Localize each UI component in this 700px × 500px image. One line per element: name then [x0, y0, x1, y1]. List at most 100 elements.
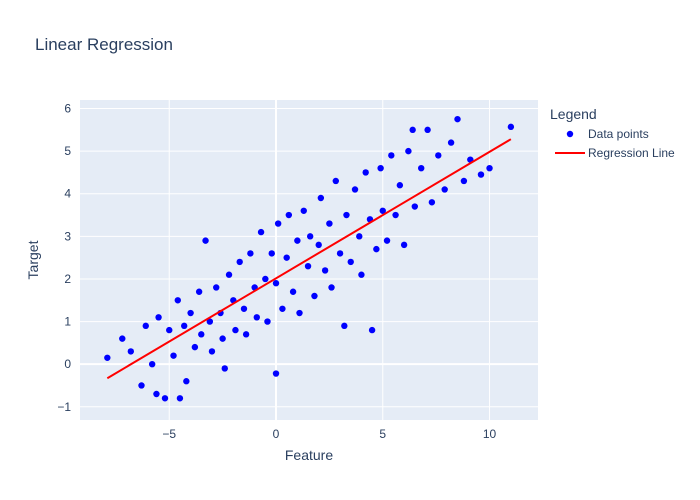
data-point: [341, 322, 348, 330]
data-point: [447, 139, 455, 146]
data-point: [240, 305, 248, 312]
data-point: [142, 322, 149, 330]
y-tick-label: 5: [64, 144, 71, 158]
data-point: [236, 258, 243, 266]
data-point: [400, 241, 408, 249]
data-point: [411, 203, 418, 210]
data-point: [379, 207, 386, 214]
data-point: [257, 228, 265, 236]
data-point: [191, 343, 199, 351]
data-point: [289, 288, 297, 295]
y-axis-title: Target: [25, 240, 41, 279]
data-point: [221, 365, 228, 372]
data-point: [477, 171, 485, 178]
data-point: [183, 378, 190, 385]
data-point: [358, 271, 365, 278]
data-point: [460, 177, 468, 185]
data-point: [347, 258, 354, 266]
data-point: [268, 250, 275, 257]
data-point: [373, 245, 380, 253]
data-point: [253, 314, 260, 321]
legend-title: Legend: [550, 106, 597, 122]
data-point: [377, 164, 384, 172]
data-point: [418, 164, 425, 172]
data-point: [294, 237, 301, 244]
data-point: [119, 335, 126, 342]
data-point: [180, 322, 188, 330]
data-point: [388, 152, 395, 159]
data-point: [332, 177, 339, 185]
data-point: [311, 292, 318, 300]
y-tick-label: 2: [64, 272, 71, 286]
data-point: [383, 237, 391, 244]
chart-title: Linear Regression: [35, 35, 173, 54]
data-point: [161, 395, 169, 402]
data-point: [213, 284, 220, 291]
data-point: [486, 164, 493, 172]
data-point: [232, 326, 239, 334]
data-point: [274, 220, 282, 227]
data-point: [148, 360, 156, 368]
legend-label: Regression Line: [588, 146, 675, 160]
data-point: [247, 250, 254, 257]
data-point: [174, 297, 181, 304]
data-point: [166, 326, 173, 334]
data-point: [272, 280, 280, 287]
data-point: [351, 186, 359, 193]
data-point: [321, 267, 329, 274]
plot-area: [80, 100, 538, 420]
data-point: [155, 314, 162, 321]
data-point: [392, 211, 399, 219]
data-point: [283, 254, 290, 261]
data-point: [336, 250, 344, 257]
data-point: [285, 211, 293, 219]
data-point: [272, 370, 280, 377]
data-point: [198, 331, 205, 338]
data-point: [356, 233, 363, 240]
data-point: [170, 352, 177, 359]
data-point: [304, 262, 312, 270]
data-point: [368, 326, 376, 334]
data-point: [317, 194, 325, 202]
data-point: [296, 309, 303, 317]
data-point: [343, 211, 350, 219]
data-point: [428, 199, 436, 206]
y-tick-label: 1: [64, 315, 71, 329]
data-point: [264, 318, 271, 325]
x-tick-label: 10: [483, 427, 497, 441]
data-point: [104, 354, 111, 361]
y-tick-label: −1: [57, 400, 71, 414]
data-point: [405, 147, 412, 155]
data-point: [202, 237, 209, 244]
legend-marker: [566, 130, 574, 138]
data-point: [306, 233, 314, 240]
x-axis-title: Feature: [285, 447, 333, 463]
data-point: [206, 318, 214, 325]
regression-line: [106, 138, 512, 380]
data-point: [219, 335, 226, 342]
data-point: [315, 241, 322, 249]
data-point: [424, 126, 431, 134]
data-point: [208, 348, 216, 355]
data-point: [409, 126, 416, 134]
data-point: [176, 395, 184, 402]
data-point: [441, 186, 448, 193]
legend-label: Data points: [588, 127, 649, 141]
data-point: [362, 169, 369, 176]
data-point: [242, 331, 250, 338]
y-tick-label: 3: [64, 229, 71, 243]
data-point: [195, 288, 203, 295]
data-point: [187, 309, 194, 317]
x-tick-label: −5: [162, 427, 176, 441]
x-tick-label: 0: [273, 427, 280, 441]
data-point: [435, 152, 442, 159]
data-point: [300, 207, 307, 214]
data-point: [326, 220, 333, 227]
data-point: [507, 123, 515, 131]
data-point: [328, 284, 335, 291]
x-tick-label: 5: [379, 427, 386, 441]
data-point: [127, 348, 135, 355]
y-tick-label: 6: [64, 102, 71, 116]
data-point: [262, 275, 269, 283]
